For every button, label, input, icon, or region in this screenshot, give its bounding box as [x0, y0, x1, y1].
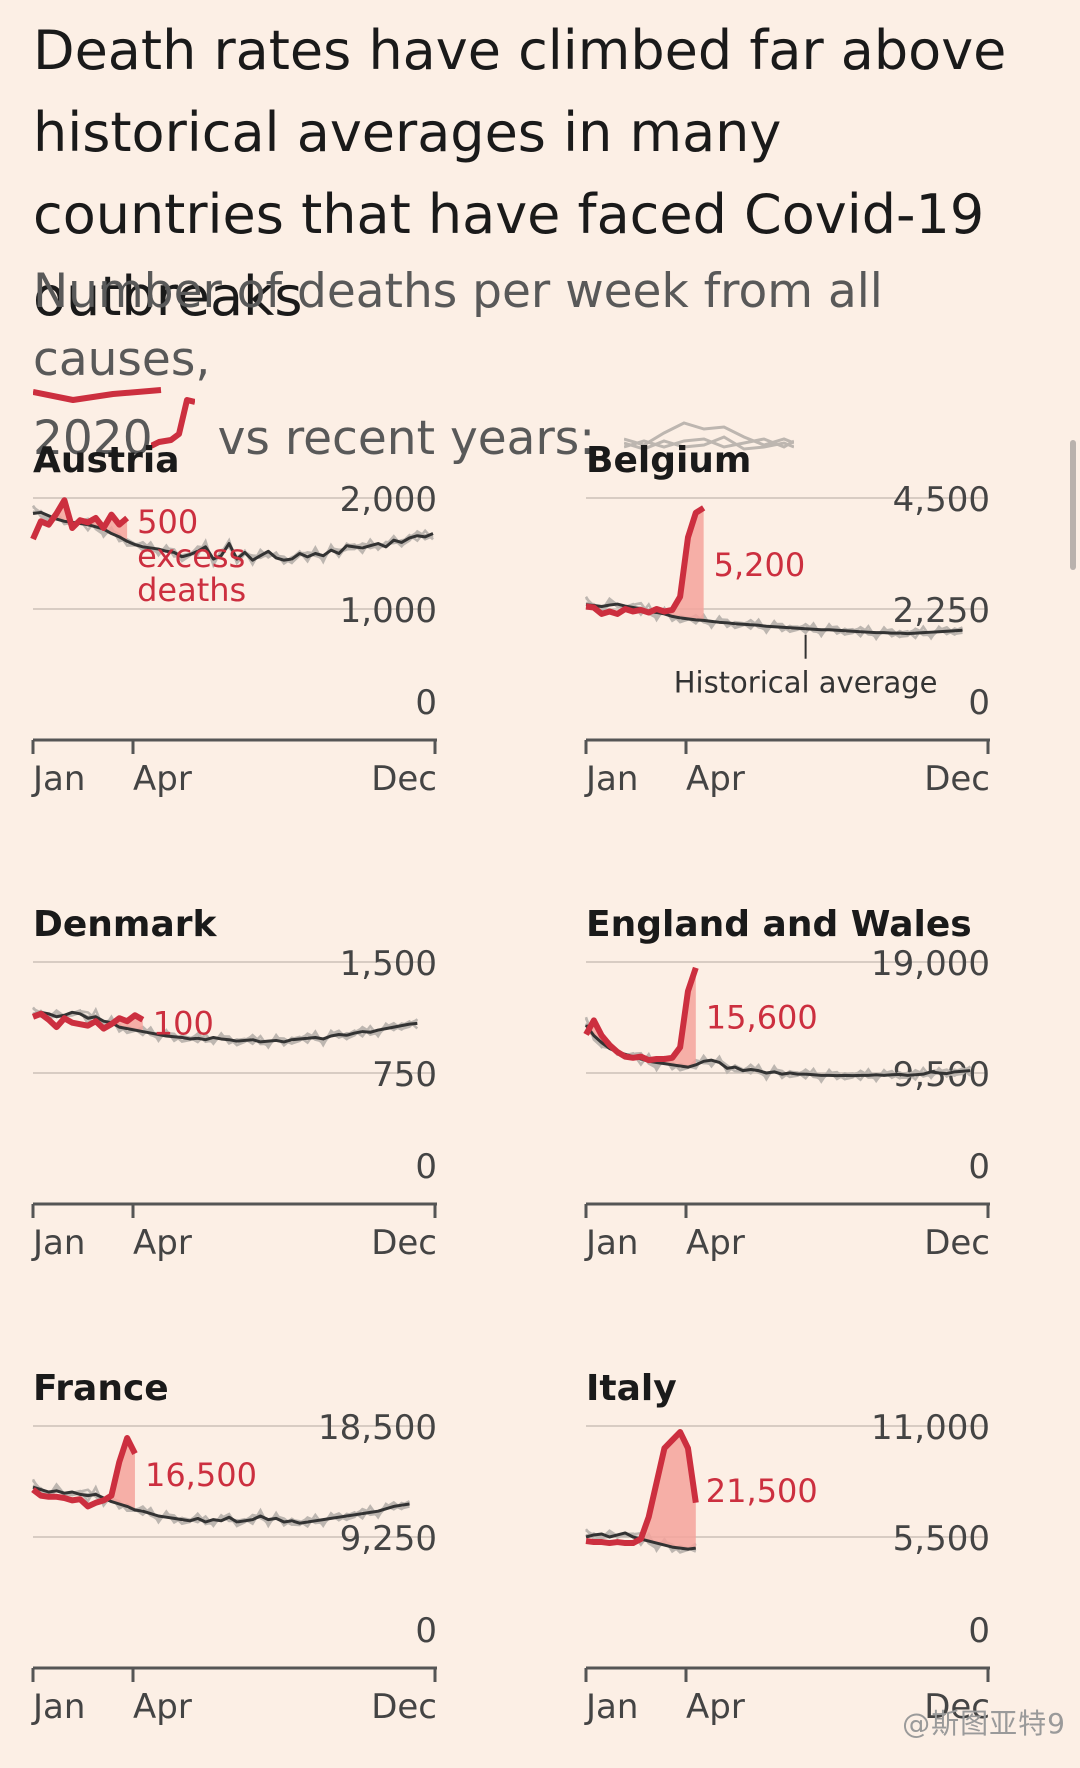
x-tick-label: Jan	[584, 759, 638, 799]
panel-belgium: Belgium 4,500 2,250 0 5,200 Historical avera…	[584, 440, 1076, 840]
y-tick-label: 9,250	[340, 1519, 437, 1559]
x-tick-label: Dec	[371, 759, 437, 799]
excess-area	[586, 507, 704, 621]
panel-title: Belgium	[586, 440, 752, 481]
x-tick-label: Apr	[133, 1687, 192, 1727]
panel-title: Italy	[586, 1368, 677, 1409]
x-tick-label: Dec	[371, 1687, 437, 1727]
excess-deaths-label: 100	[153, 1005, 214, 1043]
y-tick-label: 2,000	[340, 480, 437, 520]
panel-italy: Italy 11,000 5,500 0 21,500 Jan Apr Dec	[584, 1368, 1076, 1768]
x-tick-label: Jan	[31, 1687, 85, 1727]
chart-subtitle: Number of deaths per week from all cause…	[33, 258, 1073, 473]
chart-italy: 11,000 5,500 0 21,500 Jan Apr Dec	[584, 1408, 990, 1727]
x-tick-label: Jan	[584, 1223, 638, 1263]
x-tick-label: Dec	[371, 1223, 437, 1263]
y-tick-label: 18,500	[318, 1408, 437, 1448]
legend-2020-label: 2020	[33, 411, 153, 466]
series-2020-line	[31, 1435, 138, 1510]
legend-2020-underline-stroke	[33, 387, 162, 403]
y-tick-label: 0	[415, 1611, 437, 1651]
watermark: @斯图亚特9	[902, 1707, 1066, 1740]
x-tick-label: Jan	[584, 1687, 638, 1727]
chart-title: Death rates have climbed far above histo…	[33, 19, 1007, 328]
y-tick-label: 0	[415, 1147, 437, 1187]
subtitle-text: Number of deaths per week from all cause…	[33, 264, 883, 387]
legend-2020-key: 2020	[33, 394, 196, 473]
panel-england-and-wales: England and Wales 19,000 9,500 0 15,600 Jan A…	[583, 904, 1076, 1304]
series-2020-line	[583, 966, 699, 1064]
historical-average-label: Historical average	[674, 666, 938, 700]
y-tick-label: 19,000	[871, 944, 990, 984]
excess-deaths-label: 500	[137, 503, 198, 541]
y-tick-label: 1,500	[340, 944, 437, 984]
excess-deaths-label: excess	[137, 537, 245, 575]
y-tick-label: 0	[968, 1611, 990, 1651]
x-tick-label: Jan	[31, 759, 85, 799]
y-tick-label: 0	[415, 683, 437, 723]
series-2020-line	[30, 497, 130, 541]
x-tick-label: Apr	[133, 759, 192, 799]
x-tick-label: Dec	[924, 1223, 990, 1263]
y-tick-label: 4,500	[893, 480, 990, 520]
subtitle-vs: vs recent years:	[217, 411, 596, 466]
legend-2020-line	[149, 397, 196, 449]
historical-average-line	[32, 510, 434, 562]
y-tick-label: 1,000	[340, 591, 437, 631]
x-tick-label: Apr	[686, 759, 745, 799]
panel-title: France	[33, 1368, 169, 1409]
series-2020-line	[585, 1429, 699, 1547]
panel-denmark: Denmark 1,500 750 0 100 Jan Apr Dec	[31, 904, 523, 1304]
y-tick-label: 0	[968, 1147, 990, 1187]
y-tick-label: 5,500	[893, 1519, 990, 1559]
excess-deaths-label: deaths	[137, 571, 246, 609]
excess-area	[586, 1432, 696, 1550]
historical-average-line	[32, 1010, 418, 1044]
excess-deaths-label: 16,500	[145, 1456, 257, 1494]
chart-france: 18,500 9,250 0 16,500 Jan Apr Dec	[31, 1408, 437, 1727]
y-tick-label: 11,000	[871, 1408, 990, 1448]
x-tick-label: Dec	[924, 759, 990, 799]
y-tick-label: 750	[372, 1055, 437, 1095]
excess-deaths-label: 15,600	[706, 998, 818, 1036]
excess-area	[586, 967, 696, 1068]
y-tick-label: 2,250	[893, 591, 990, 631]
legend-recent-years-lines	[623, 420, 795, 451]
panel-austria: Austria 2,000 1,000 0 500 excess deaths Jan Apr…	[30, 440, 523, 840]
chart-belgium: 4,500 2,250 0 5,200 Historical average Jan Apr…	[584, 480, 990, 799]
scrollbar[interactable]	[1070, 440, 1076, 570]
panel-title: Austria	[33, 440, 180, 481]
panel-france: France 18,500 9,250 0 16,500 Jan Apr Dec	[31, 1368, 523, 1768]
excess-area	[33, 1013, 143, 1032]
excess-deaths-label: 21,500	[706, 1472, 818, 1510]
x-tick-label: Apr	[686, 1687, 745, 1727]
series-2020-line	[585, 505, 706, 617]
x-tick-label: Jan	[31, 1223, 85, 1263]
x-tick-label: Apr	[686, 1223, 745, 1263]
y-tick-label: 0	[968, 683, 990, 723]
excess-deaths-label: 5,200	[714, 546, 806, 584]
historical-average-line	[32, 1485, 410, 1525]
series-2020-line	[31, 1010, 145, 1032]
x-tick-label: Apr	[133, 1223, 192, 1263]
x-tick-label: Dec	[924, 1687, 990, 1727]
panel-title: Denmark	[33, 904, 217, 945]
panel-title: England and Wales	[586, 904, 972, 945]
chart-denmark: 1,500 750 0 100 Jan Apr Dec	[31, 944, 437, 1263]
